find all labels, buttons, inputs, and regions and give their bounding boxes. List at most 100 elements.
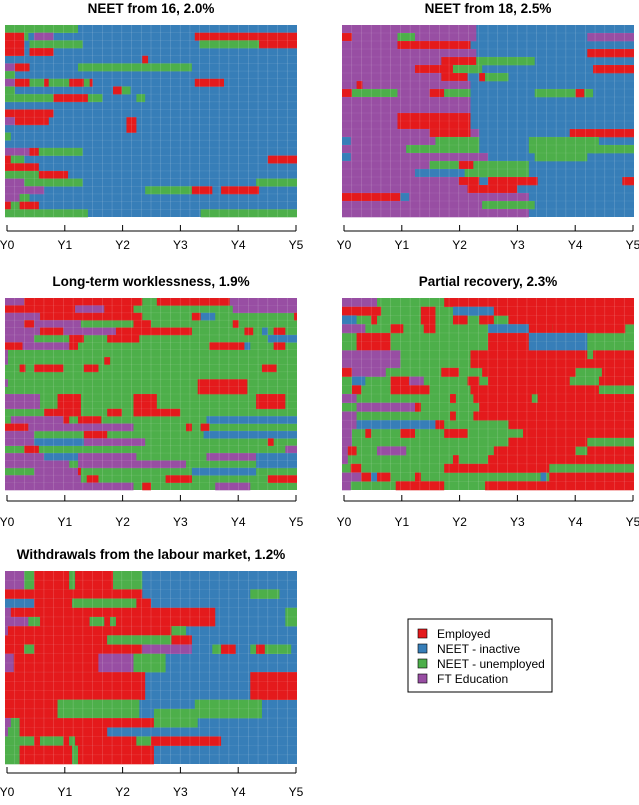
sequence-segment: [63, 736, 70, 746]
sequence-segment: [5, 423, 29, 432]
sequence-segment: [488, 324, 529, 334]
sequence-segment: [44, 408, 81, 417]
sequence-segment: [342, 169, 415, 178]
sequence-segment: [441, 57, 477, 66]
x-tick-label: Y0: [337, 515, 352, 529]
sequence-segment: [113, 580, 143, 590]
sequence-segment: [508, 420, 634, 430]
sequence-segment: [470, 350, 588, 360]
legend-swatch-employed: [417, 628, 428, 639]
sequence-segment: [5, 653, 14, 664]
panel-title: NEET from 16, 2.0%: [88, 1, 215, 16]
sequence-segment: [390, 324, 404, 334]
sequence-segment: [342, 49, 477, 58]
sequence-segment: [5, 571, 25, 581]
sequence-segment: [470, 359, 634, 369]
sequence-segment: [458, 177, 480, 186]
sequence-segment: [10, 201, 20, 210]
sequence-segment: [267, 475, 297, 483]
legend-label-inactive: NEET - inactive: [437, 642, 520, 656]
sequence-segment: [5, 460, 70, 469]
sequence-segment: [488, 177, 538, 186]
sequence-segment: [10, 718, 20, 728]
sequence-segment: [409, 376, 424, 386]
sequence-segment: [256, 644, 265, 655]
sequence-segment: [107, 408, 122, 417]
sequence-segment: [342, 129, 430, 138]
sequence-segment: [259, 40, 297, 49]
sequence-segment: [377, 446, 407, 456]
sequence-segment: [598, 376, 634, 386]
x-tick-label: Y0: [0, 515, 15, 529]
sequence-segment: [350, 153, 488, 162]
sequence-segment: [342, 437, 352, 447]
sequence-segment: [34, 598, 73, 609]
x-tick-label: Y5: [289, 785, 304, 799]
sequence-segment: [10, 155, 25, 164]
sequence-segment: [7, 626, 172, 636]
sequence-segment: [19, 727, 108, 737]
sequence-segment: [38, 170, 69, 179]
sequence-segment: [390, 376, 410, 386]
sequence-segment: [444, 89, 471, 98]
sequence-segment: [57, 708, 140, 719]
panel-3: Long-term worklessness, 1.9% Y0 Y1 Y2 Y3 Y4 Y5: [0, 274, 304, 529]
sequence-segment: [342, 446, 348, 456]
sequence-segment: [397, 41, 471, 50]
sequence-segment: [5, 132, 11, 141]
sequence-segment: [5, 201, 11, 210]
sequence-segment: [5, 48, 25, 57]
sequence-segment: [44, 78, 49, 87]
sequence-segment: [232, 320, 239, 328]
sequence-segment: [493, 306, 634, 316]
sequence-segment: [86, 475, 99, 483]
sequence-segment: [133, 320, 151, 328]
sequence-segment: [133, 394, 157, 402]
sequence-segment: [356, 341, 391, 351]
sequence-segment: [452, 455, 459, 465]
sequence-segment: [34, 364, 64, 373]
sequence-segment: [488, 341, 529, 351]
sequence-segment: [38, 147, 83, 156]
sequence-segment: [250, 644, 257, 655]
sequence-segment: [351, 385, 362, 395]
sequence-segment: [5, 672, 146, 682]
sequence-segment: [450, 411, 456, 421]
sequence-segment: [5, 745, 20, 756]
sequence-segment: [40, 327, 64, 336]
sequence-segment: [488, 376, 570, 386]
sequence-segment: [294, 312, 297, 321]
sequence-segment: [467, 185, 518, 194]
sequence-segment: [221, 186, 260, 195]
sequence-segment: [133, 408, 181, 417]
panel-2: NEET from 18, 2.5% Y0 Y1 Y2 Y3 Y4 Y5: [337, 1, 639, 252]
sequence-segment: [151, 736, 222, 746]
sequence-segment: [57, 699, 140, 710]
sequence-segment: [523, 428, 634, 438]
sequence-segment: [390, 385, 430, 395]
sequence-segment: [356, 402, 415, 412]
sequence-segment: [5, 357, 8, 365]
sequence-segment: [229, 298, 297, 306]
sequence-segment: [34, 736, 41, 746]
sequence-segment: [5, 708, 58, 719]
sequence-segment: [136, 598, 151, 609]
sequence-segment: [285, 616, 297, 627]
sequence-segment: [5, 186, 45, 195]
sequence-segment: [14, 63, 30, 72]
sequence-segment: [5, 78, 15, 87]
sequence-segment: [5, 109, 54, 118]
sequence-segment: [5, 312, 41, 321]
sequence-segment: [191, 467, 257, 476]
sequence-segment: [371, 472, 378, 482]
sequence-segment: [197, 379, 248, 387]
sequence-segment: [78, 460, 187, 469]
x-tick-label: Y0: [0, 238, 15, 252]
sequence-segment: [342, 306, 382, 316]
sequence-segment: [371, 315, 378, 325]
sequence-segment: [107, 334, 140, 343]
sequence-segment: [406, 145, 480, 154]
sequence-segment: [5, 117, 15, 126]
sequence-segment: [342, 97, 471, 106]
